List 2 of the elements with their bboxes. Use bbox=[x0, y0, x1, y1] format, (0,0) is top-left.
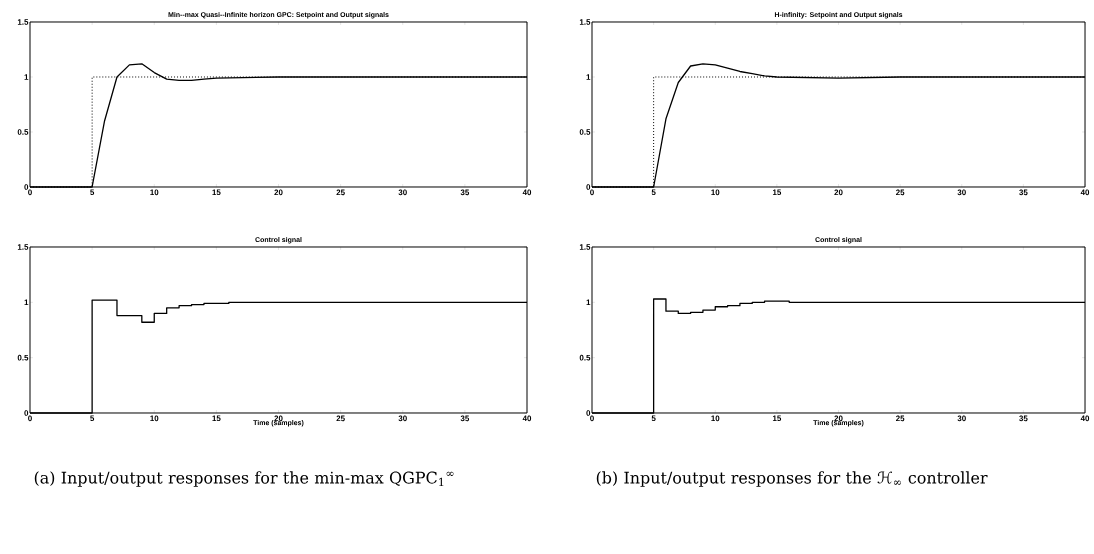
text: (a) Input/output responses for the min-max QGPC$_{1}$∞ bbox=[34, 471, 454, 487]
text: (b) Input/output responses for the ℋ$_{∞}$ controller bbox=[596, 471, 988, 487]
